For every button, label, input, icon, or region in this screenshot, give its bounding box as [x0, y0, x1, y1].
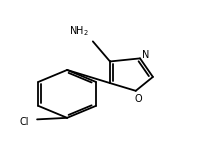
Text: O: O — [134, 94, 142, 104]
Text: NH$_2$: NH$_2$ — [69, 24, 89, 38]
Text: N: N — [142, 50, 150, 60]
Text: Cl: Cl — [20, 117, 29, 127]
